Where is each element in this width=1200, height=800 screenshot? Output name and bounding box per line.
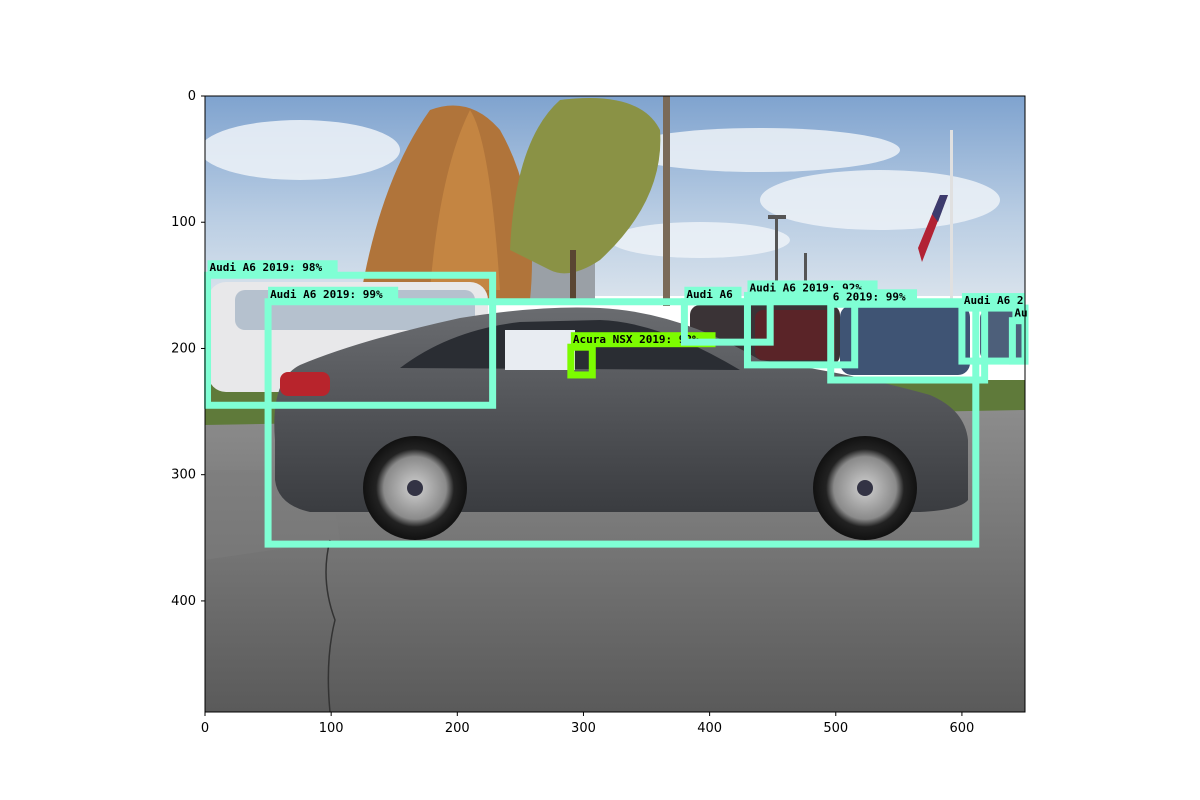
trees xyxy=(360,98,661,300)
detection-label-bg xyxy=(268,286,399,302)
detection-box xyxy=(204,271,497,409)
detection-label-bg xyxy=(684,286,742,302)
detection-label-bg xyxy=(830,289,918,305)
detection-label: Audi A6 2019: 99% xyxy=(270,288,383,301)
photo xyxy=(205,96,1025,712)
detection-label-bg xyxy=(570,332,716,348)
x-tick-label: 200 xyxy=(445,721,470,736)
y-tick-label: 0 xyxy=(188,89,196,104)
detection-label: 6 2019: 99% xyxy=(833,290,906,303)
flag xyxy=(918,130,953,300)
detection-label-bg xyxy=(961,293,1025,309)
detection-label: Audi A6 2 xyxy=(964,294,1024,307)
y-tick-label: 300 xyxy=(171,468,196,483)
axes-frame xyxy=(204,95,1026,713)
clouds xyxy=(205,120,1000,258)
x-tick-label: 300 xyxy=(571,721,596,736)
y-tick-label: 400 xyxy=(171,594,196,609)
detection-label: Acura NSX 2019: 92% xyxy=(573,333,699,346)
detection: 6 2019: 99% xyxy=(827,289,989,384)
detection: Audi A6 xyxy=(680,286,774,346)
detection-label: Audi A6 2019: 98% xyxy=(210,261,323,274)
detection: Audi A6 2019: 92% xyxy=(743,280,878,369)
pole xyxy=(663,96,670,306)
detection: Acura NSX 2019: 92% xyxy=(567,332,716,379)
detection-label-bg xyxy=(1012,305,1025,321)
x-tick-label: 0 xyxy=(201,721,209,736)
detection-label: Audi A6 xyxy=(686,288,733,301)
x-tick-label: 400 xyxy=(697,721,722,736)
lamp-posts xyxy=(768,215,807,298)
x-tick-label: 600 xyxy=(950,721,975,736)
detections-layer: Audi A6 2019: 98% Audi A6 2019: 99% Acura … xyxy=(204,260,1029,548)
detection: Audi A6 2019: 99% xyxy=(264,286,980,548)
x-tick-label: 500 xyxy=(823,721,848,736)
detection: Audi A6 2019: 98% xyxy=(204,260,497,409)
main-car xyxy=(274,307,968,540)
detection-label: Au xyxy=(1014,307,1027,320)
x-tick-label: 100 xyxy=(319,721,344,736)
detection-label-bg xyxy=(207,260,338,276)
y-axis: 0 100 200 300 400 xyxy=(171,89,205,609)
x-axis: 0 100 200 300 400 500 600 xyxy=(201,712,974,736)
y-tick-label: 100 xyxy=(171,215,196,230)
y-tick-label: 200 xyxy=(171,341,196,356)
detection-box xyxy=(264,298,980,548)
